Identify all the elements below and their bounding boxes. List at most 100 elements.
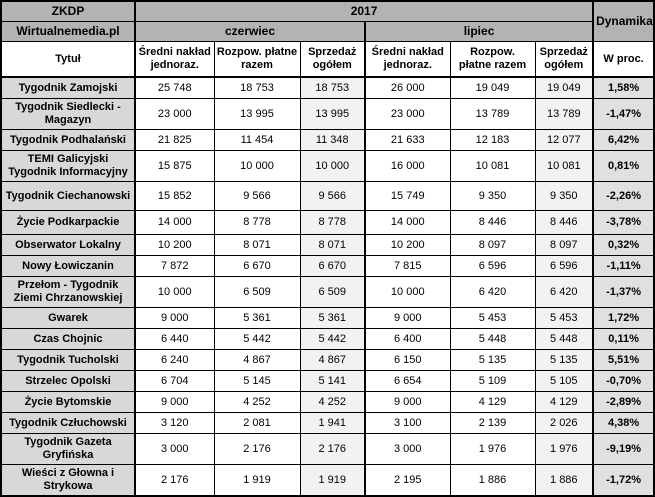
july-total-sales-value: 1 886 — [534, 464, 595, 497]
june-total-sales-value: 4 252 — [299, 391, 366, 413]
june-total-sales-value: 5 361 — [299, 307, 366, 329]
june-avg-print-value: 10 000 — [134, 276, 215, 308]
june-total-sales-value: 4 867 — [299, 349, 366, 371]
table-row: Przełom - Tygodnik Ziemi Chrzanowskiej 1… — [0, 276, 655, 308]
row-title: TEMI Galicyjski Tygodnik Informacyjny — [0, 150, 136, 182]
column-july-total-sales: Sprzedaż ogółem — [534, 41, 595, 78]
june-total-sales-value: 1 941 — [299, 412, 366, 434]
june-avg-print-value: 6 704 — [134, 370, 215, 392]
table-row: Wieści z Głowna i Strykowa 2 176 1 919 1… — [0, 464, 655, 497]
july-paid-dist-value: 4 129 — [449, 391, 536, 413]
july-paid-dist-value: 9 350 — [449, 181, 536, 211]
june-paid-dist-value: 2 081 — [213, 412, 301, 434]
table-row: Życie Bytomskie 9 000 4 252 4 252 9 000 … — [0, 391, 655, 413]
july-total-sales-value: 2 026 — [534, 412, 595, 434]
june-avg-print-value: 6 440 — [134, 328, 215, 350]
june-avg-print-value: 9 000 — [134, 307, 215, 329]
july-total-sales-value: 6 420 — [534, 276, 595, 308]
row-title: Wieści z Głowna i Strykowa — [0, 464, 136, 497]
july-total-sales-value: 8 097 — [534, 234, 595, 256]
july-paid-dist-value: 1 976 — [449, 433, 536, 465]
table-row: Strzelec Opolski 6 704 5 145 5 141 6 654… — [0, 370, 655, 392]
row-dynamics-value: 0,11% — [592, 328, 655, 350]
row-dynamics-value: 0,81% — [592, 150, 655, 182]
june-paid-dist-value: 6 670 — [213, 255, 301, 277]
table-row: Tygodnik Siedlecki - Magazyn 23 000 13 9… — [0, 98, 655, 130]
table-body: Tygodnik Zamojski 25 748 18 753 18 753 2… — [0, 76, 655, 497]
header-row-columns: Tytuł Średni nakład jednoraz. Rozpow. pł… — [0, 41, 655, 78]
row-title: Tygodnik Człuchowski — [0, 412, 136, 434]
june-avg-print-value: 25 748 — [134, 76, 215, 99]
source-label: ZKDP — [0, 0, 136, 22]
row-dynamics-value: -1,37% — [592, 276, 655, 308]
row-title: Gwarek — [0, 307, 136, 329]
row-title: Przełom - Tygodnik Ziemi Chrzanowskiej — [0, 276, 136, 308]
row-dynamics-value: 5,51% — [592, 349, 655, 371]
july-paid-dist-value: 5 448 — [449, 328, 536, 350]
june-paid-dist-value: 10 000 — [213, 150, 301, 182]
table-row: Czas Chojnic 6 440 5 442 5 442 6 400 5 4… — [0, 328, 655, 350]
row-title: Tygodnik Ciechanowski — [0, 181, 136, 211]
july-paid-dist-value: 5 109 — [449, 370, 536, 392]
row-dynamics-value: 6,42% — [592, 129, 655, 151]
july-paid-dist-value: 5 135 — [449, 349, 536, 371]
july-paid-dist-value: 13 789 — [449, 98, 536, 130]
july-avg-print-value: 6 654 — [364, 370, 451, 392]
row-dynamics-value: -9,19% — [592, 433, 655, 465]
june-avg-print-value: 2 176 — [134, 464, 215, 497]
june-total-sales-value: 18 753 — [299, 76, 366, 99]
july-avg-print-value: 10 000 — [364, 276, 451, 308]
july-avg-print-value: 3 100 — [364, 412, 451, 434]
july-total-sales-value: 12 077 — [534, 129, 595, 151]
july-avg-print-value: 14 000 — [364, 210, 451, 235]
table-row: Nowy Łowiczanin 7 872 6 670 6 670 7 815 … — [0, 255, 655, 277]
row-title: Strzelec Opolski — [0, 370, 136, 392]
june-paid-dist-value: 18 753 — [213, 76, 301, 99]
row-title: Życie Bytomskie — [0, 391, 136, 413]
table-row: TEMI Galicyjski Tygodnik Informacyjny 15… — [0, 150, 655, 182]
july-total-sales-value: 1 976 — [534, 433, 595, 465]
june-avg-print-value: 3 120 — [134, 412, 215, 434]
row-title: Tygodnik Siedlecki - Magazyn — [0, 98, 136, 130]
row-title: Tygodnik Zamojski — [0, 76, 136, 99]
column-title: Tytuł — [0, 41, 136, 78]
june-paid-dist-value: 9 566 — [213, 181, 301, 211]
june-paid-dist-value: 5 361 — [213, 307, 301, 329]
june-total-sales-value: 8 071 — [299, 234, 366, 256]
header-row-months: Wirtualnemedia.pl czerwiec lipiec — [0, 21, 654, 42]
june-avg-print-value: 10 200 — [134, 234, 215, 256]
june-total-sales-value: 6 670 — [299, 255, 366, 277]
column-june-paid-dist: Rozpow. płatne razem — [213, 41, 301, 78]
row-title: Tygodnik Podhalański — [0, 129, 136, 151]
june-avg-print-value: 21 825 — [134, 129, 215, 151]
june-paid-dist-value: 2 176 — [213, 433, 301, 465]
column-percent: W proc. — [592, 41, 655, 78]
june-total-sales-value: 5 442 — [299, 328, 366, 350]
table-row: Tygodnik Podhalański 21 825 11 454 11 34… — [0, 129, 655, 151]
july-avg-print-value: 26 000 — [364, 76, 451, 99]
june-total-sales-value: 10 000 — [299, 150, 366, 182]
july-avg-print-value: 9 000 — [364, 307, 451, 329]
row-dynamics-value: -0,70% — [592, 370, 655, 392]
july-total-sales-value: 4 129 — [534, 391, 595, 413]
row-title: Życie Podkarpackie — [0, 210, 136, 235]
june-paid-dist-value: 6 509 — [213, 276, 301, 308]
july-total-sales-value: 8 446 — [534, 210, 595, 235]
july-avg-print-value: 2 195 — [364, 464, 451, 497]
row-dynamics-value: 0,32% — [592, 234, 655, 256]
june-paid-dist-value: 4 867 — [213, 349, 301, 371]
july-total-sales-value: 10 081 — [534, 150, 595, 182]
table-row: Tygodnik Zamojski 25 748 18 753 18 753 2… — [0, 76, 655, 99]
june-total-sales-value: 1 919 — [299, 464, 366, 497]
june-paid-dist-value: 1 919 — [213, 464, 301, 497]
column-july-avg-print: Średni nakład jednoraz. — [364, 41, 451, 78]
july-total-sales-value: 6 596 — [534, 255, 595, 277]
row-dynamics-value: 1,72% — [592, 307, 655, 329]
row-dynamics-value: -1,11% — [592, 255, 655, 277]
table-row: Tygodnik Tucholski 6 240 4 867 4 867 6 1… — [0, 349, 655, 371]
july-avg-print-value: 15 749 — [364, 181, 451, 211]
month-june-label: czerwiec — [134, 21, 366, 42]
row-title: Nowy Łowiczanin — [0, 255, 136, 277]
year-label: 2017 — [134, 0, 595, 22]
